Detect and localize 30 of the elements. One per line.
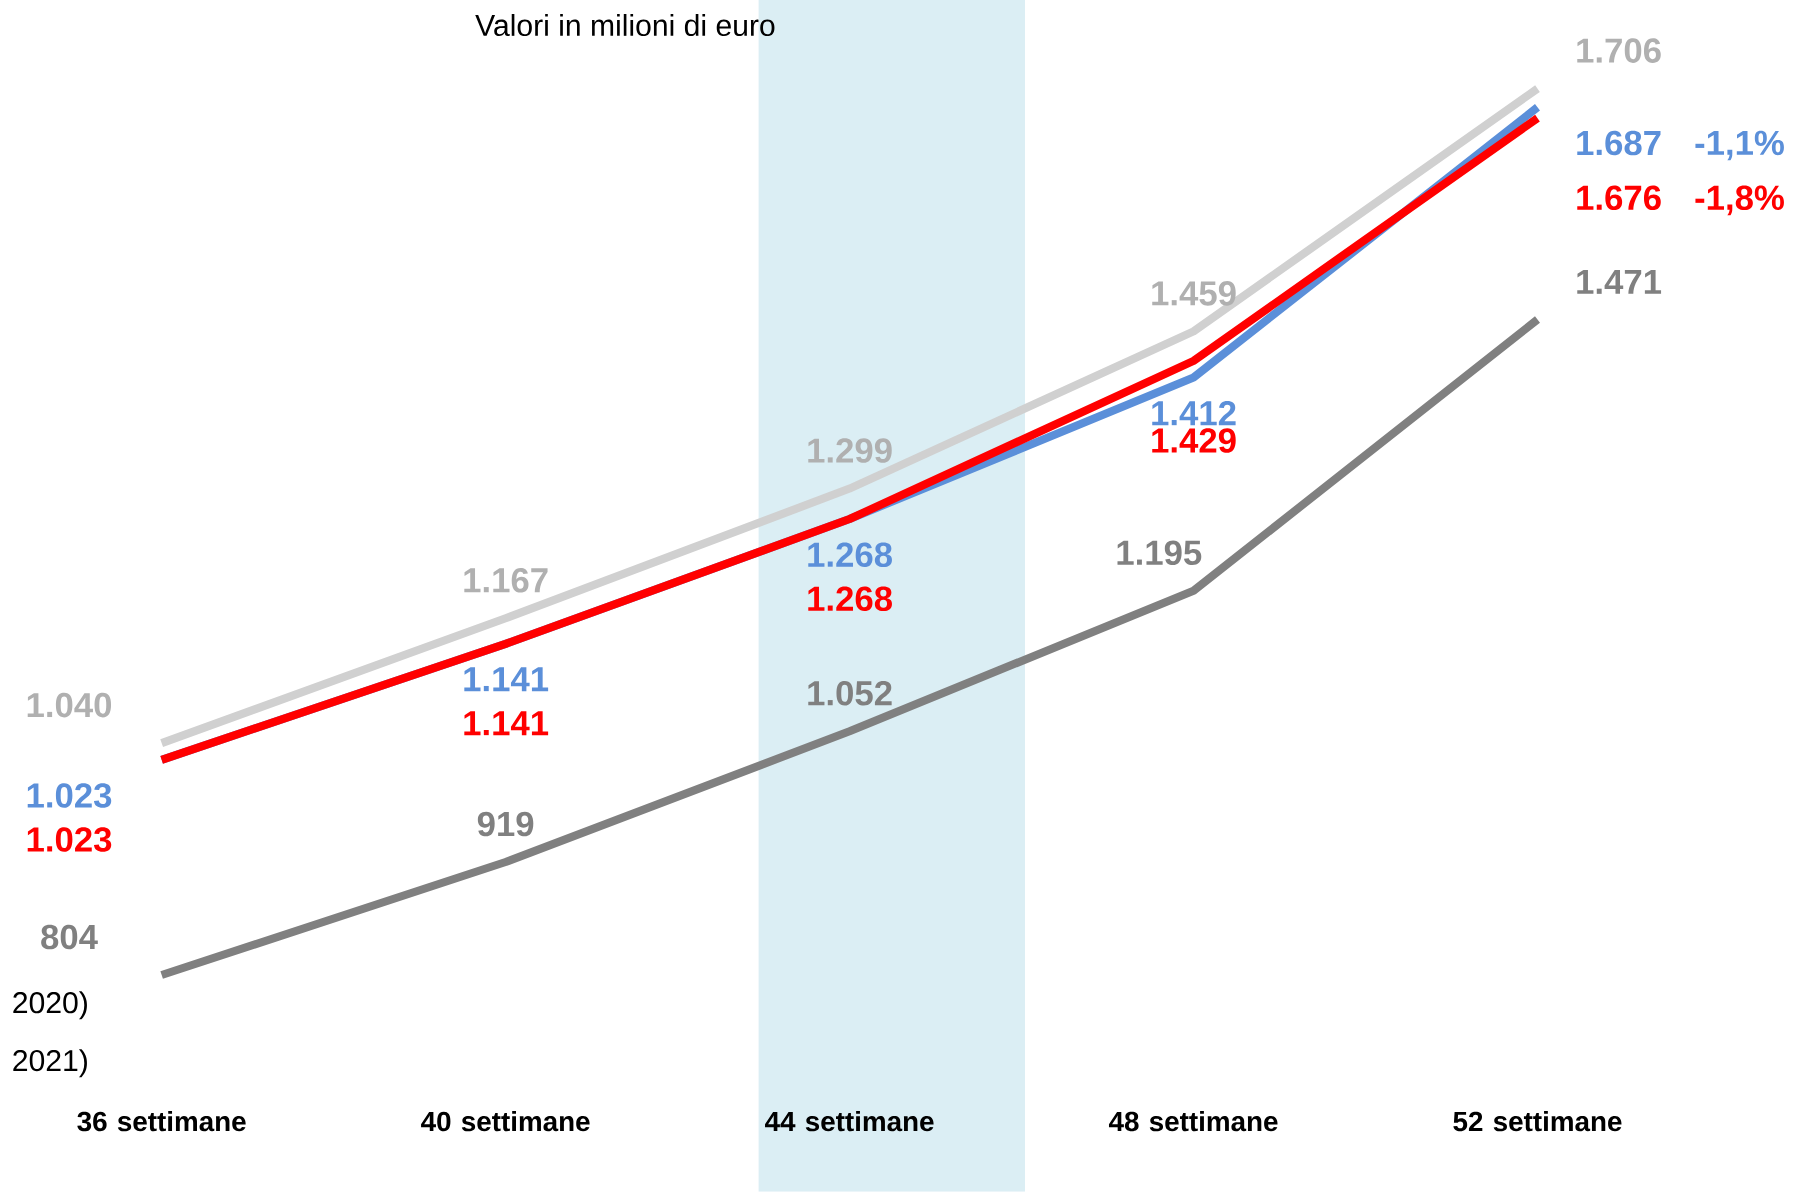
x-tick-label: 44 settimane — [765, 1111, 934, 1132]
data-label: 1.023 — [27, 827, 112, 852]
data-label: 1.706 — [1577, 38, 1661, 64]
annotation: -1,1% — [1695, 130, 1784, 161]
x-tick-label: 48 settimane — [1108, 1111, 1278, 1132]
text: 2021) — [13, 1049, 87, 1078]
data-label: 1.268 — [808, 586, 892, 612]
data-label: 1.040 — [27, 692, 112, 718]
x-tick-label: 52 settimane — [1453, 1111, 1622, 1132]
x-tick-label: 36 settimane — [77, 1111, 246, 1132]
data-label: 1.429 — [1152, 428, 1236, 453]
data-label: 1.052 — [808, 681, 892, 706]
data-label: 1.471 — [1577, 270, 1662, 294]
data-label: 1.141 — [464, 667, 549, 692]
data-label: 804 — [41, 924, 98, 950]
annotation: -1,8% — [1695, 185, 1784, 216]
data-label: 1.676 — [1577, 185, 1661, 211]
data-label: 1.268 — [808, 542, 892, 568]
data-label: 1.687 — [1577, 130, 1661, 156]
data-label: 1.141 — [464, 711, 549, 736]
data-label: 1.195 — [1117, 540, 1202, 566]
x-tick-label: 40 settimane — [421, 1111, 590, 1132]
data-label: 1.459 — [1152, 281, 1236, 306]
text: 2020) — [13, 991, 87, 1020]
data-label: 919 — [477, 811, 534, 837]
data-label: 1.299 — [808, 438, 892, 463]
data-label: 1.167 — [464, 568, 548, 593]
data-label: 1.023 — [27, 783, 112, 808]
data-label: 1.412 — [1152, 401, 1236, 426]
chart-title: Valori in milioni di euro — [475, 14, 775, 37]
